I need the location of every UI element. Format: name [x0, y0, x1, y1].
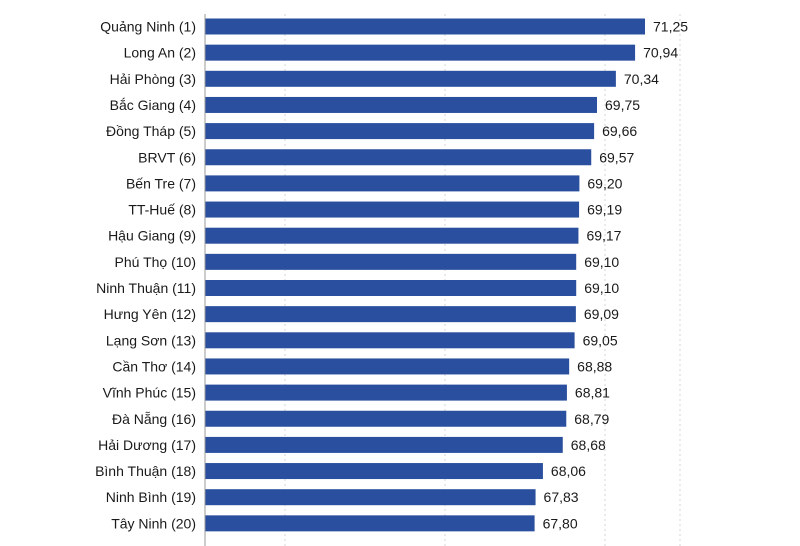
bar-11 [205, 280, 577, 296]
value-label-20: 67,80 [543, 515, 578, 531]
bar-18 [205, 463, 543, 480]
value-label-1: 71,25 [653, 19, 688, 35]
category-label-4: Bắc Giang (4) [110, 97, 196, 113]
value-label-8: 69,19 [587, 202, 622, 218]
category-label-11: Ninh Thuận (11) [96, 280, 196, 296]
value-label-5: 69,66 [602, 123, 637, 139]
value-label-4: 69,75 [605, 97, 640, 113]
category-label-3: Hải Phòng (3) [110, 71, 196, 87]
bar-4 [205, 96, 597, 113]
value-label-6: 69,57 [599, 149, 634, 165]
category-label-10: Phú Thọ (10) [115, 254, 196, 270]
bar-15 [205, 384, 567, 401]
bar-20 [205, 515, 535, 532]
value-label-3: 70,34 [624, 71, 659, 87]
bar-3 [205, 70, 616, 87]
value-label-13: 69,05 [583, 332, 618, 348]
bar-6 [205, 149, 592, 166]
category-label-5: Đồng Tháp (5) [106, 123, 196, 139]
category-label-6: BRVT (6) [138, 149, 196, 165]
category-label-19: Ninh Bình (19) [106, 489, 196, 505]
category-label-7: Bến Tre (7) [126, 175, 196, 191]
bar-19 [205, 489, 536, 506]
value-label-9: 69,17 [586, 228, 621, 244]
bar-5 [205, 123, 595, 140]
bar-12 [205, 306, 576, 323]
value-label-2: 70,94 [643, 45, 678, 61]
bar-7 [205, 175, 580, 192]
bar-8 [205, 201, 580, 218]
value-labels: 71,25 70,94 70,34 69,75 69,66 69,57 69,20 69,19… [543, 19, 689, 532]
bar-10 [205, 253, 577, 270]
bar-14 [205, 358, 570, 375]
bar-1 [205, 18, 645, 35]
category-label-20: Tây Ninh (20) [111, 515, 196, 531]
category-label-8: TT-Huế (8) [128, 202, 196, 218]
bars [205, 18, 645, 532]
value-label-14: 68,88 [577, 358, 612, 374]
category-label-15: Vĩnh Phúc (15) [103, 385, 196, 401]
bar-9 [205, 227, 579, 244]
category-label-17: Hải Dương (17) [98, 437, 196, 453]
value-label-18: 68,06 [551, 463, 586, 479]
category-label-12: Hưng Yên (12) [104, 306, 196, 322]
category-labels: Quảng Ninh (1) Long An (2) Hải Phòng (3) Bắ… [95, 19, 196, 532]
value-label-12: 69,09 [584, 306, 619, 322]
bar-17 [205, 436, 563, 453]
value-label-15: 68,81 [575, 385, 610, 401]
value-label-10: 69,10 [584, 254, 619, 270]
value-label-17: 68,68 [571, 437, 606, 453]
bar-13 [205, 332, 575, 349]
category-label-1: Quảng Ninh (1) [100, 19, 196, 35]
value-label-19: 67,83 [544, 489, 579, 505]
category-label-14: Cần Thơ (14) [112, 358, 196, 374]
category-label-13: Lạng Sơn (13) [106, 332, 196, 348]
value-label-16: 68,79 [574, 411, 609, 427]
category-label-9: Hậu Giang (9) [108, 228, 196, 244]
bar-2 [205, 44, 636, 61]
bar-16 [205, 410, 567, 427]
value-label-11: 69,10 [584, 280, 619, 296]
value-label-7: 69,20 [587, 175, 622, 191]
category-label-16: Đà Nẵng (16) [112, 411, 196, 427]
category-label-2: Long An (2) [124, 45, 196, 61]
category-label-18: Bình Thuận (18) [95, 463, 196, 479]
